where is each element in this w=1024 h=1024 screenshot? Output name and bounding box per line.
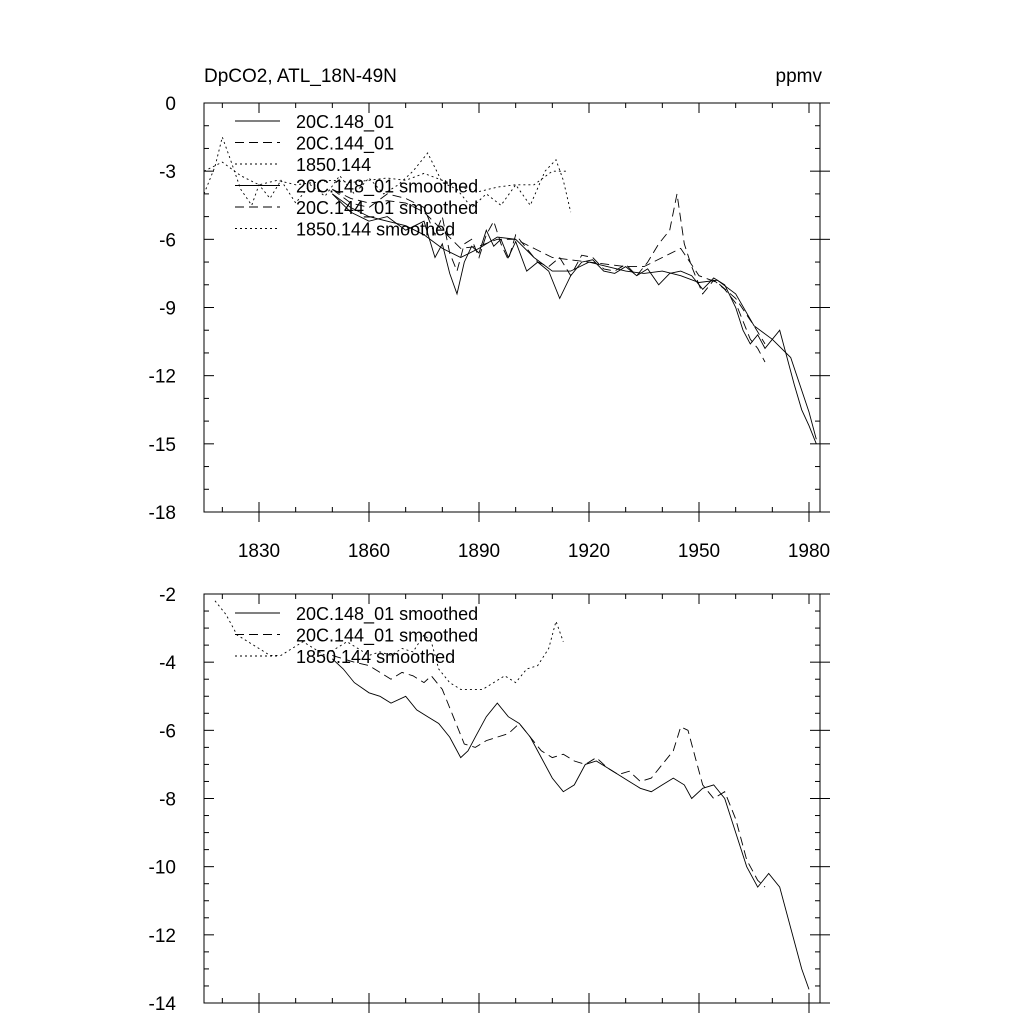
x-tick-label: 1980 [788,541,830,562]
series-line [332,188,766,345]
y-tick-label: -2 [159,585,176,606]
y-tick-label: -14 [149,994,177,1015]
units-label: ppmv [776,66,823,87]
y-tick-label: 0 [165,94,176,115]
series-line [214,600,564,690]
y-tick-label: -12 [149,926,176,947]
legend-label: 20C.144_01 [296,134,394,155]
series-line [332,188,766,363]
y-tick-label: -8 [159,790,176,811]
y-tick-label: -3 [159,162,176,183]
bottom-panel: -2 -4 -6 -8 -10 -12 -14 20C.148_01 smoothed20C.… [149,585,830,1015]
y-tick-label: -6 [159,230,176,251]
legend-label: 20C.148_01 smoothed [296,177,478,198]
y-tick-label: -10 [149,858,176,879]
legend-label: 1850.144 [296,155,371,175]
y-tick-label: -9 [159,299,176,320]
series-line [331,193,817,444]
series-line [332,193,817,440]
y-tick-label: -4 [159,653,176,674]
y-tick-label: -12 [149,367,176,388]
legend-label: 1850.144 smoothed [296,647,455,667]
x-tick-label: 1920 [568,541,610,562]
legend-label: 1850.144 smoothed [296,220,455,240]
legend-label: 20C.148_01 [296,112,394,133]
chart-title: DpCO2, ATL_18N-49N [204,66,397,87]
x-tick-label: 1830 [238,541,280,562]
series-line [203,135,572,213]
x-tick-label: 1860 [348,541,390,562]
legend-label: 20C.144_01 smoothed [296,198,478,219]
y-tick-label: -18 [149,503,176,524]
x-tick-label: 1950 [678,541,720,562]
y-tick-label: -15 [149,435,176,456]
legend-label: 20C.148_01 smoothed [296,604,478,625]
x-tick-label: 1890 [458,541,500,562]
series-line [203,161,567,193]
y-tick-label: -6 [159,721,176,742]
series-line [331,658,810,990]
series-line [332,654,766,888]
legend-label: 20C.144_01 smoothed [296,626,478,647]
top-panel: 1830 1860 1890 1920 1950 1980 0 -3 -6 -9 -12 -15 -18… [149,94,831,562]
